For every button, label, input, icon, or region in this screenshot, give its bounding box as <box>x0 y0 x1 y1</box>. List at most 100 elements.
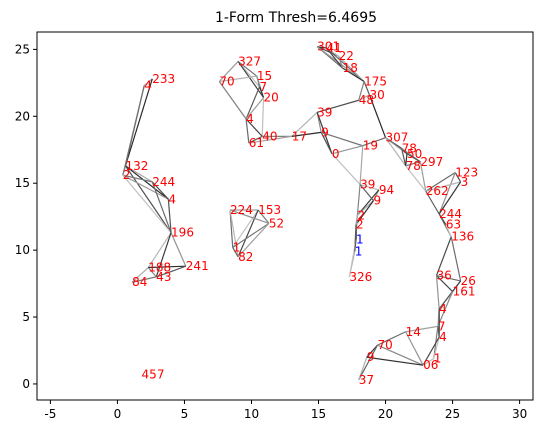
edge-line <box>419 161 427 192</box>
edge-line <box>355 200 374 226</box>
point-label: 7 <box>438 319 446 333</box>
highlight-label: 1 <box>355 244 363 258</box>
point-label: 161 <box>453 285 476 299</box>
edge-line <box>151 181 172 233</box>
point-label: 94 <box>379 183 394 197</box>
edge-line <box>405 331 424 366</box>
point-label: 241 <box>186 259 209 273</box>
edge-line <box>331 145 363 155</box>
edge-line <box>438 172 456 215</box>
edge-line <box>257 209 270 224</box>
edge-line <box>454 172 462 183</box>
point-label: 233 <box>152 72 175 86</box>
edge-line <box>362 137 386 147</box>
edge-line <box>122 174 169 200</box>
edge-line <box>147 232 172 268</box>
point-label: 123 <box>455 166 478 180</box>
point-label: 70 <box>377 338 392 352</box>
y-tick-label: 20 <box>15 109 30 123</box>
x-tick-label: 10 <box>244 407 259 421</box>
edge-line <box>317 99 359 113</box>
point-label: 14 <box>406 325 421 339</box>
edge-line <box>425 181 461 192</box>
point-label: 78 <box>406 159 421 173</box>
point-label: 262 <box>426 184 449 198</box>
point-label: 63 <box>446 218 461 232</box>
edge-line <box>354 239 357 252</box>
x-tick-label: 5 <box>181 407 189 421</box>
edge-line <box>422 358 435 366</box>
edge-line <box>258 86 265 98</box>
edge-line <box>148 265 186 269</box>
point-label: 4 <box>439 330 447 344</box>
x-tick-label: 15 <box>311 407 326 421</box>
edge-line <box>132 276 157 283</box>
point-label: 153 <box>258 203 281 217</box>
edge-line <box>377 344 424 366</box>
edge-line <box>156 265 187 278</box>
point-label: 06 <box>423 358 438 372</box>
edge-line <box>232 209 259 248</box>
point-label: 39 <box>360 178 375 192</box>
highlight-label: 1 <box>356 232 364 246</box>
edge-line <box>316 46 365 82</box>
edge-line <box>125 165 169 200</box>
y-tick-label: 15 <box>15 176 30 190</box>
point-label: 327 <box>238 54 261 68</box>
edge-line <box>437 291 454 327</box>
point-label: 1 <box>233 240 241 254</box>
point-label: 4 <box>144 79 152 93</box>
edge-line <box>124 78 153 166</box>
point-label: 39 <box>317 105 332 119</box>
edge-line <box>405 165 427 192</box>
edge-line <box>358 94 370 101</box>
edge-line <box>291 111 318 137</box>
point-label: 244 <box>152 175 175 189</box>
point-label: 301 <box>317 40 340 54</box>
edge-line <box>122 165 127 176</box>
triangulation-edges <box>122 46 462 381</box>
edge-line <box>366 356 424 366</box>
point-label: 36 <box>436 269 451 283</box>
edge-line <box>363 81 371 96</box>
edge-line <box>229 209 234 248</box>
edge-line <box>245 118 250 144</box>
edge-line <box>122 85 145 176</box>
edge-line <box>436 275 453 293</box>
point-label: 7 <box>260 80 268 94</box>
edge-line <box>356 200 374 216</box>
edge-line <box>385 137 407 167</box>
edge-line <box>237 61 265 98</box>
point-label: 132 <box>125 159 148 173</box>
point-label: 188 <box>148 261 171 275</box>
edge-line <box>232 222 270 248</box>
plot-frame <box>36 31 534 401</box>
point-label: 2 <box>356 218 364 232</box>
edge-line <box>435 275 440 310</box>
edge-line <box>338 55 344 69</box>
edge-line <box>450 236 462 282</box>
point-label: 41 <box>327 41 342 55</box>
edge-line <box>358 344 379 381</box>
edge-line <box>248 135 263 144</box>
edge-line <box>405 153 408 166</box>
edge-line <box>229 209 239 257</box>
edge-line <box>167 199 172 233</box>
point-label: 70 <box>219 75 234 89</box>
point-label: 136 <box>451 230 474 244</box>
edge-line <box>422 336 440 366</box>
edge-line <box>425 172 456 192</box>
point-label: 244 <box>439 207 462 221</box>
point-label: 37 <box>359 373 374 387</box>
edge-line <box>405 325 438 333</box>
edge-line <box>425 190 440 215</box>
edge-line <box>245 97 265 120</box>
edge-line <box>385 137 408 155</box>
edge-line <box>151 181 169 200</box>
point-label: 196 <box>171 226 194 240</box>
point-label: 18 <box>343 61 358 75</box>
edge-line <box>368 94 387 138</box>
edge-line <box>237 209 259 258</box>
x-tick-label: 20 <box>378 407 393 421</box>
edge-line <box>320 132 333 155</box>
